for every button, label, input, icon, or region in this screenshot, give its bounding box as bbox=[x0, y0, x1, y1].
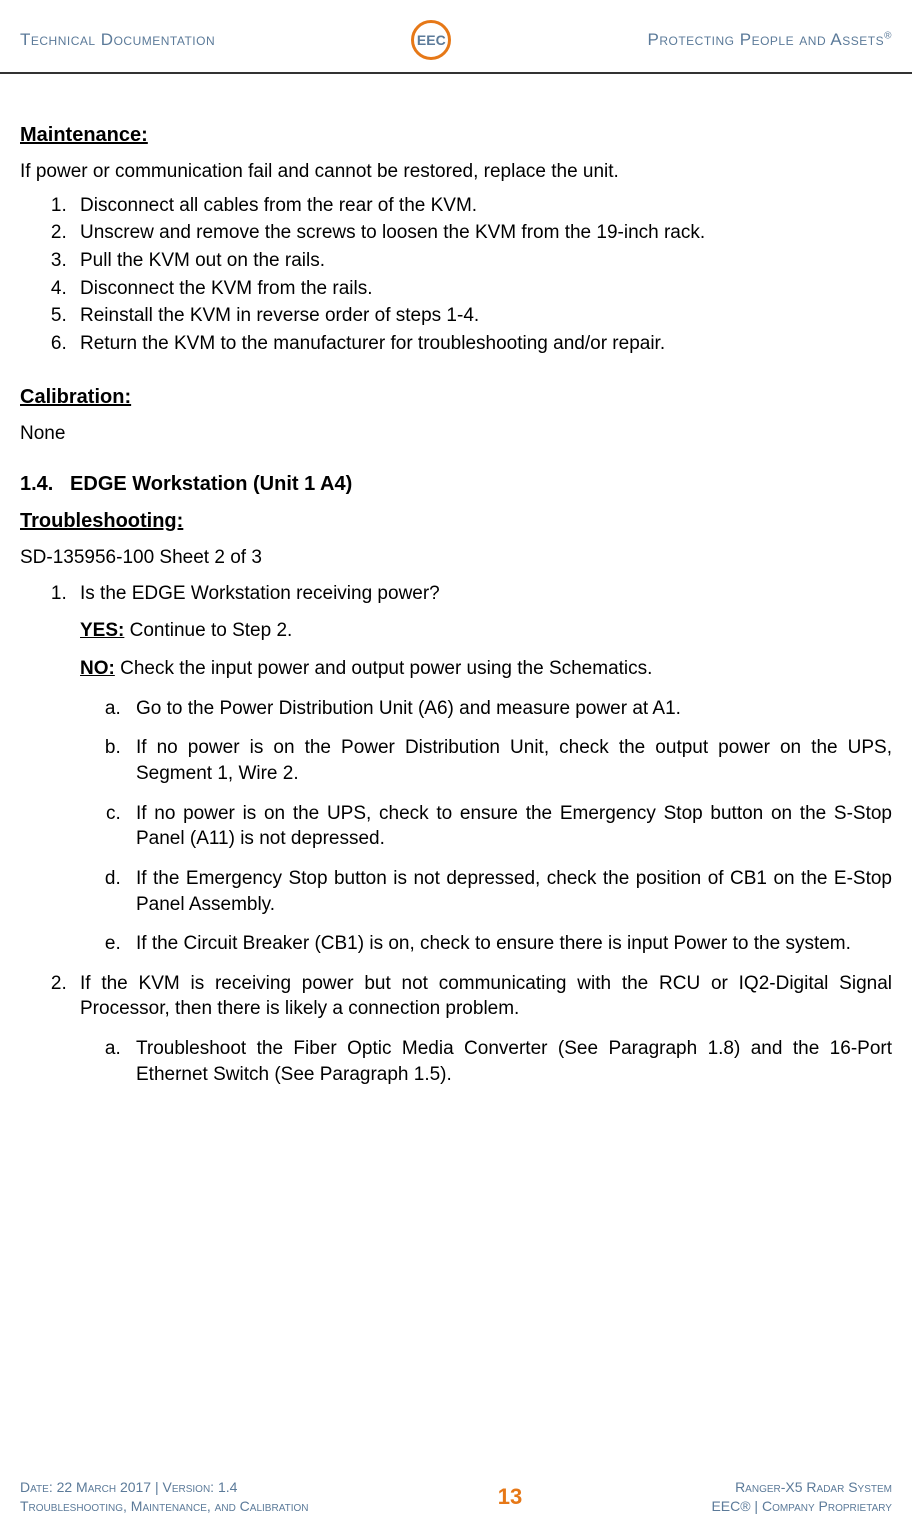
list-item: Reinstall the KVM in reverse order of st… bbox=[72, 303, 892, 329]
footer-left-line1: Date: 22 March 2017 | Version: 1.4 bbox=[20, 1478, 309, 1498]
list-item: If the Circuit Breaker (CB1) is on, chec… bbox=[126, 931, 892, 957]
header-right-text: Protecting People and Assets® bbox=[648, 30, 893, 50]
list-item: Unscrew and remove the screws to loosen … bbox=[72, 220, 892, 246]
list-item: If no power is on the UPS, check to ensu… bbox=[126, 801, 892, 852]
step2-sublist: Troubleshoot the Fiber Optic Media Conve… bbox=[80, 1036, 892, 1087]
yes-label: YES: bbox=[80, 620, 124, 641]
calibration-heading: Calibration: bbox=[20, 384, 892, 411]
maintenance-steps-list: Disconnect all cables from the rear of t… bbox=[20, 193, 892, 357]
list-item: If the Emergency Stop button is not depr… bbox=[126, 866, 892, 917]
yes-text: Continue to Step 2. bbox=[124, 620, 292, 641]
header-right-sup: ® bbox=[884, 30, 892, 41]
logo: EEC bbox=[411, 20, 451, 60]
step1-sublist: Go to the Power Distribution Unit (A6) a… bbox=[80, 696, 892, 957]
list-item: Go to the Power Distribution Unit (A6) a… bbox=[126, 696, 892, 722]
page-number: 13 bbox=[498, 1484, 522, 1510]
subsection-heading: 1.4. EDGE Workstation (Unit 1 A4) bbox=[20, 471, 892, 498]
list-item: Troubleshoot the Fiber Optic Media Conve… bbox=[126, 1036, 892, 1087]
list-item: Disconnect all cables from the rear of t… bbox=[72, 193, 892, 219]
list-item: Disconnect the KVM from the rails. bbox=[72, 276, 892, 302]
footer-right-line1: Ranger-X5 Radar System bbox=[711, 1478, 892, 1498]
subsection-number: 1.4. bbox=[20, 473, 53, 495]
calibration-body: None bbox=[20, 421, 892, 447]
footer-right: Ranger-X5 Radar System EEC® | Company Pr… bbox=[711, 1478, 892, 1517]
maintenance-intro: If power or communication fail and canno… bbox=[20, 159, 892, 185]
troubleshooting-ref: SD-135956-100 Sheet 2 of 3 bbox=[20, 545, 892, 571]
troubleshooting-heading: Troubleshooting: bbox=[20, 508, 892, 535]
no-text: Check the input power and output power u… bbox=[115, 658, 653, 679]
header-left-text: Technical Documentation bbox=[20, 30, 215, 50]
logo-icon: EEC bbox=[411, 20, 451, 60]
subsection-title: EDGE Workstation (Unit 1 A4) bbox=[70, 473, 352, 495]
step1-question: Is the EDGE Workstation receiving power? bbox=[80, 583, 440, 604]
no-label: NO: bbox=[80, 658, 115, 679]
list-item: Pull the KVM out on the rails. bbox=[72, 248, 892, 274]
footer-right-line2: EEC® | Company Proprietary bbox=[711, 1497, 892, 1517]
footer-left-line2: Troubleshooting, Maintenance, and Calibr… bbox=[20, 1497, 309, 1517]
list-item: Return the KVM to the manufacturer for t… bbox=[72, 331, 892, 357]
page-footer: Date: 22 March 2017 | Version: 1.4 Troub… bbox=[20, 1478, 892, 1517]
list-item: If no power is on the Power Distribution… bbox=[126, 735, 892, 786]
step2-text: If the KVM is receiving power but not co… bbox=[80, 973, 892, 1020]
troubleshooting-step-1: Is the EDGE Workstation receiving power?… bbox=[72, 581, 892, 957]
footer-left: Date: 22 March 2017 | Version: 1.4 Troub… bbox=[20, 1478, 309, 1517]
no-block: NO: Check the input power and output pow… bbox=[80, 656, 892, 682]
maintenance-heading: Maintenance: bbox=[20, 122, 892, 149]
page-content: Maintenance: If power or communication f… bbox=[0, 74, 912, 1121]
troubleshooting-step-2: If the KVM is receiving power but not co… bbox=[72, 971, 892, 1088]
page-header: Technical Documentation EEC Protecting P… bbox=[0, 0, 912, 74]
header-right-main: Protecting People and Assets bbox=[648, 30, 885, 49]
yes-block: YES: Continue to Step 2. bbox=[80, 618, 892, 644]
troubleshooting-list: Is the EDGE Workstation receiving power?… bbox=[20, 581, 892, 1088]
